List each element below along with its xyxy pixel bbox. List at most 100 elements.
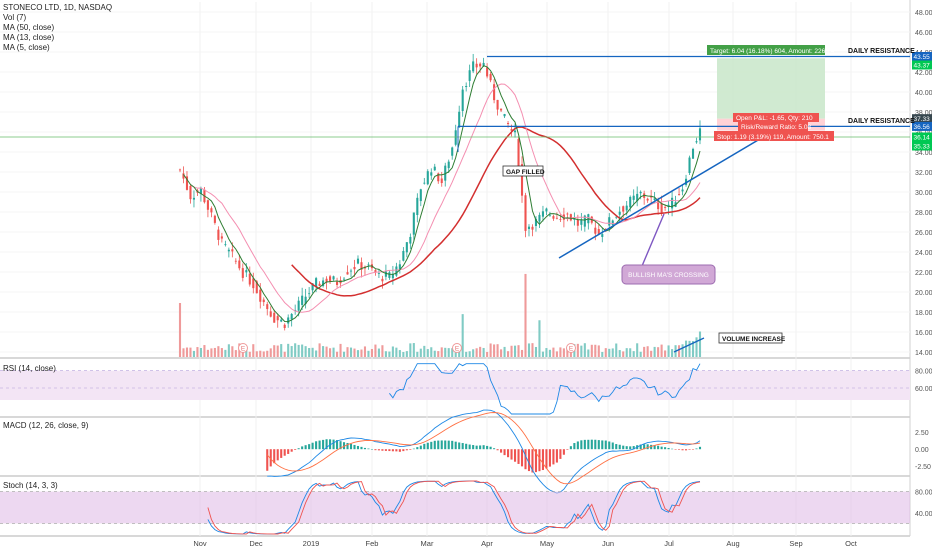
candle-body[interactable] xyxy=(248,273,251,285)
candle-body[interactable] xyxy=(580,220,583,225)
indicator-ma50[interactable]: MA (50, close) xyxy=(3,23,55,32)
candle-body[interactable] xyxy=(479,63,482,67)
candle-body[interactable] xyxy=(691,148,695,159)
indicator-ma5[interactable]: MA (5, close) xyxy=(3,43,50,52)
candle-body[interactable] xyxy=(290,313,293,320)
candle-body[interactable] xyxy=(629,196,632,208)
candle-body[interactable] xyxy=(342,278,346,280)
candle-body[interactable] xyxy=(241,268,244,278)
candle-body[interactable] xyxy=(409,236,412,244)
candle-body[interactable] xyxy=(486,67,489,77)
candle-body[interactable] xyxy=(615,216,618,218)
candle-body[interactable] xyxy=(507,123,510,125)
candle-body[interactable] xyxy=(475,63,478,68)
candle-body[interactable] xyxy=(440,178,443,184)
candle-body[interactable] xyxy=(636,193,639,202)
candle-body[interactable] xyxy=(213,215,216,223)
candle-body[interactable] xyxy=(297,300,300,311)
stoch-k-line[interactable] xyxy=(207,480,701,535)
candle-body[interactable] xyxy=(206,200,209,210)
candle-body[interactable] xyxy=(374,270,377,273)
target-zone[interactable] xyxy=(717,58,825,119)
candle-body[interactable] xyxy=(283,324,286,329)
candle-body[interactable] xyxy=(520,164,524,196)
candle-body[interactable] xyxy=(360,262,363,270)
candle-body[interactable] xyxy=(346,272,349,275)
volume-trendline[interactable] xyxy=(673,337,705,353)
candle-body[interactable] xyxy=(538,214,541,222)
candle-body[interactable] xyxy=(234,260,237,262)
candle-body[interactable] xyxy=(684,178,688,185)
candle-body[interactable] xyxy=(384,271,387,277)
candle-body[interactable] xyxy=(395,266,398,276)
candle-body[interactable] xyxy=(199,187,202,194)
macd-line[interactable] xyxy=(267,409,701,494)
candle-body[interactable] xyxy=(377,273,380,274)
ma13-line[interactable] xyxy=(190,83,701,313)
candle-body[interactable] xyxy=(444,165,447,181)
candle-body[interactable] xyxy=(622,206,625,212)
candle-body[interactable] xyxy=(349,270,353,272)
bullish-ma-callout[interactable] xyxy=(621,264,716,285)
earnings-marker[interactable] xyxy=(452,343,462,353)
candle-body[interactable] xyxy=(273,312,276,323)
candle-body[interactable] xyxy=(217,229,220,240)
rsi-line[interactable] xyxy=(389,363,701,415)
candle-body[interactable] xyxy=(517,138,520,173)
candle-body[interactable] xyxy=(454,130,457,145)
macd-signal-line[interactable] xyxy=(266,412,701,485)
candle-body[interactable] xyxy=(534,218,538,226)
candle-body[interactable] xyxy=(245,270,248,273)
candle-body[interactable] xyxy=(388,272,391,278)
candle-body[interactable] xyxy=(220,236,223,239)
candle-body[interactable] xyxy=(527,226,531,230)
candle-body[interactable] xyxy=(503,114,506,117)
candle-body[interactable] xyxy=(667,204,670,208)
candle-body[interactable] xyxy=(545,208,548,212)
candle-body[interactable] xyxy=(531,226,534,230)
candle-body[interactable] xyxy=(402,250,405,261)
candle-body[interactable] xyxy=(611,220,614,226)
candle-body[interactable] xyxy=(618,211,621,215)
candle-body[interactable] xyxy=(437,173,440,182)
candle-body[interactable] xyxy=(315,278,318,287)
rsi-pane-label[interactable]: RSI (14, close) xyxy=(3,364,56,373)
stop-label-box[interactable] xyxy=(714,131,834,141)
candle-body[interactable] xyxy=(468,70,471,81)
candle-body[interactable] xyxy=(210,208,213,213)
candle-body[interactable] xyxy=(660,203,663,213)
candle-body[interactable] xyxy=(489,74,492,81)
candle-body[interactable] xyxy=(433,166,436,171)
candle-body[interactable] xyxy=(513,130,517,133)
candle-body[interactable] xyxy=(461,89,464,111)
candle-body[interactable] xyxy=(524,195,527,231)
candle-body[interactable] xyxy=(332,276,335,280)
candle-body[interactable] xyxy=(576,219,579,226)
candle-body[interactable] xyxy=(569,214,572,221)
candle-body[interactable] xyxy=(182,173,185,179)
candle-body[interactable] xyxy=(266,304,269,310)
candle-body[interactable] xyxy=(559,219,562,221)
candle-body[interactable] xyxy=(625,205,628,211)
candle-body[interactable] xyxy=(419,189,422,202)
candle-body[interactable] xyxy=(318,283,321,286)
candle-body[interactable] xyxy=(311,283,314,291)
candle-body[interactable] xyxy=(304,296,307,305)
candle-body[interactable] xyxy=(458,111,461,128)
ma5-line[interactable] xyxy=(183,65,701,323)
candle-body[interactable] xyxy=(657,199,660,210)
candle-body[interactable] xyxy=(472,61,475,72)
candle-body[interactable] xyxy=(336,281,339,285)
candle-body[interactable] xyxy=(227,249,230,252)
price-tag[interactable] xyxy=(912,141,932,151)
rising-trendline[interactable] xyxy=(558,132,771,259)
candle-body[interactable] xyxy=(555,217,558,219)
candle-body[interactable] xyxy=(548,214,551,216)
candle-body[interactable] xyxy=(646,198,649,201)
target-label-box[interactable] xyxy=(707,45,825,55)
candle-body[interactable] xyxy=(325,278,328,283)
candle-body[interactable] xyxy=(192,197,196,200)
symbol-title[interactable]: STONECO LTD, 1D, NASDAQ xyxy=(3,3,113,12)
price-tag[interactable] xyxy=(912,121,932,131)
candle-body[interactable] xyxy=(678,194,681,195)
